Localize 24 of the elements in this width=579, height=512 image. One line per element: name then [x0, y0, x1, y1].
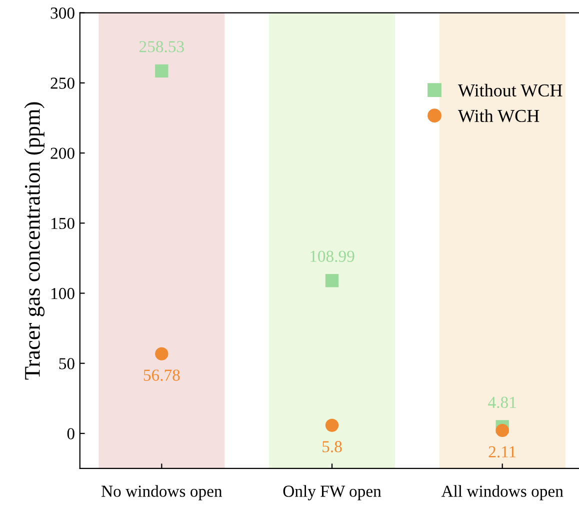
- data-label: 108.99: [310, 250, 354, 262]
- data-label: 56.78: [144, 370, 180, 381]
- legend-label: Without WCH: [458, 84, 562, 97]
- y-tick-label: 0: [67, 428, 74, 440]
- data-label: 5.8: [322, 441, 342, 452]
- y-tick-label: 50: [59, 358, 74, 370]
- legend-label: With WCH: [458, 109, 540, 122]
- y-tick-label: 100: [52, 288, 74, 300]
- point: [325, 418, 339, 432]
- point: [325, 274, 339, 288]
- point: [496, 424, 509, 438]
- y-tick-label: 300: [50, 8, 74, 19]
- point: [155, 64, 168, 78]
- data-label: 2.11: [488, 446, 516, 458]
- y-tick-label: 150: [52, 218, 74, 230]
- x-tick-label: All windows open: [441, 485, 564, 500]
- data-label: 4.81: [488, 396, 516, 408]
- y-tick-label: 200: [50, 148, 74, 159]
- x-tick-label: Only FW open: [283, 485, 382, 500]
- x-tick-label: No windows open: [102, 485, 222, 500]
- point: [155, 347, 168, 360]
- y-axis-title: Tracer gas concentration (ppm): [24, 102, 44, 380]
- data-label: 258.53: [139, 41, 184, 52]
- y-tick-label: 250: [50, 78, 74, 89]
